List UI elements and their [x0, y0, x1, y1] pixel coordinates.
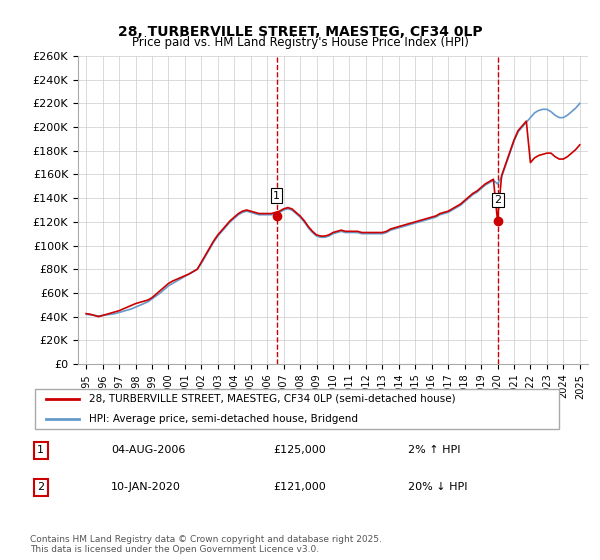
Text: 1: 1: [273, 190, 280, 200]
Text: Contains HM Land Registry data © Crown copyright and database right 2025.
This d: Contains HM Land Registry data © Crown c…: [30, 535, 382, 554]
Text: 2: 2: [37, 482, 44, 492]
Text: HPI: Average price, semi-detached house, Bridgend: HPI: Average price, semi-detached house,…: [89, 414, 358, 424]
Text: Price paid vs. HM Land Registry's House Price Index (HPI): Price paid vs. HM Land Registry's House …: [131, 36, 469, 49]
Text: 10-JAN-2020: 10-JAN-2020: [111, 482, 181, 492]
Text: 2: 2: [494, 195, 502, 206]
FancyBboxPatch shape: [35, 389, 559, 429]
Text: 20% ↓ HPI: 20% ↓ HPI: [408, 482, 467, 492]
Text: 28, TURBERVILLE STREET, MAESTEG, CF34 0LP (semi-detached house): 28, TURBERVILLE STREET, MAESTEG, CF34 0L…: [89, 394, 456, 404]
Text: £125,000: £125,000: [273, 445, 326, 455]
Text: 1: 1: [37, 445, 44, 455]
Text: 04-AUG-2006: 04-AUG-2006: [111, 445, 185, 455]
Text: 2% ↑ HPI: 2% ↑ HPI: [408, 445, 461, 455]
Text: 28, TURBERVILLE STREET, MAESTEG, CF34 0LP: 28, TURBERVILLE STREET, MAESTEG, CF34 0L…: [118, 25, 482, 39]
Text: £121,000: £121,000: [273, 482, 326, 492]
